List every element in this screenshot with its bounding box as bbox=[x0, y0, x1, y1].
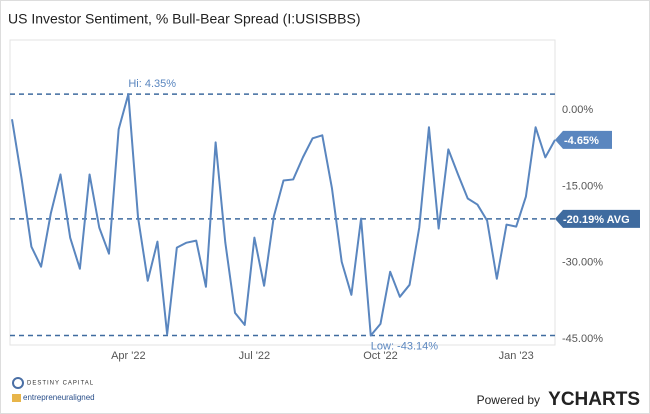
plot-area bbox=[9, 39, 556, 346]
logo-icon bbox=[12, 377, 24, 389]
value-badge bbox=[555, 130, 612, 149]
chart-title: US Investor Sentiment, % Bull-Bear Sprea… bbox=[8, 11, 360, 27]
y-tick-label: -45.00% bbox=[562, 333, 603, 345]
value-label: -4.65% bbox=[564, 135, 599, 147]
avg-label: -20.19% AVG bbox=[563, 214, 630, 226]
annotation-label: Hi: 4.35% bbox=[128, 78, 176, 90]
avg-badge bbox=[555, 209, 640, 228]
logo-icon bbox=[12, 394, 21, 402]
logo-text: entrepreneuraligned bbox=[23, 393, 95, 402]
x-tick-label: Jul '22 bbox=[239, 350, 270, 362]
logo-text: DESTINY CAPITAL bbox=[27, 381, 94, 387]
x-tick-label: Jan '23 bbox=[499, 350, 534, 362]
powered-by: Powered by bbox=[477, 393, 540, 407]
y-tick-label: -15.00% bbox=[562, 180, 603, 192]
x-tick-label: Apr '22 bbox=[111, 350, 146, 362]
annotation-label: Low: -43.14% bbox=[371, 340, 438, 352]
x-tick-label: Oct '22 bbox=[363, 350, 398, 362]
brand: YCHARTS bbox=[548, 389, 640, 410]
y-tick-label: -30.00% bbox=[562, 257, 603, 269]
series-line bbox=[11, 93, 556, 337]
y-tick-label: 0.00% bbox=[562, 104, 593, 116]
